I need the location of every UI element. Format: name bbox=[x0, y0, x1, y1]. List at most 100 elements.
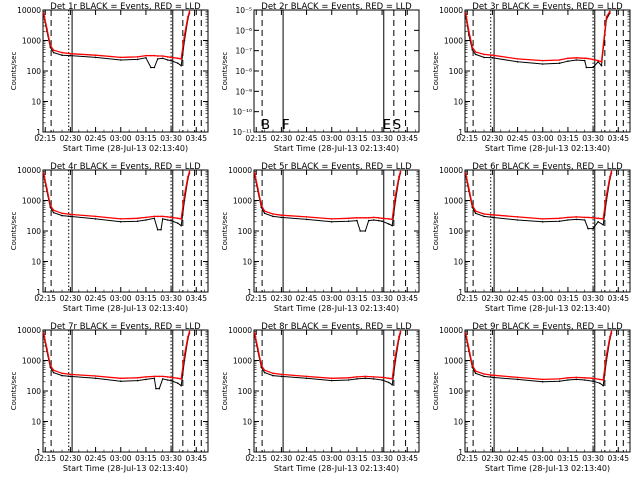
series-point-lld bbox=[471, 364, 474, 367]
y-tick-label: 1 bbox=[458, 128, 463, 137]
series-point-events bbox=[602, 224, 604, 226]
series-point-lld bbox=[61, 51, 63, 54]
series-point-lld bbox=[305, 375, 308, 378]
y-axis-label: Counts/sec bbox=[10, 52, 18, 91]
series-point-events bbox=[119, 59, 122, 61]
x-tick-label: 03:00 bbox=[321, 294, 343, 303]
y-tick-label: 10 bbox=[453, 418, 463, 427]
y-tick-label: 10⁻¹¹ bbox=[232, 128, 252, 137]
series-point-events bbox=[52, 51, 55, 54]
y-tick-label: 10000 bbox=[228, 326, 252, 335]
x-tick-label: 02:15 bbox=[456, 454, 478, 463]
series-point-events bbox=[602, 384, 604, 387]
y-tick-label: 100 bbox=[238, 227, 253, 236]
series-point-lld bbox=[359, 217, 362, 219]
x-axis-label: Start Time (28-Jul-13 02:13:40) bbox=[63, 464, 188, 473]
series-point-lld bbox=[177, 217, 179, 220]
series-point-lld bbox=[94, 54, 97, 56]
x-tick-label: 03:45 bbox=[396, 134, 418, 143]
series-point-lld bbox=[260, 364, 263, 367]
series-point-lld bbox=[609, 10, 611, 13]
series-point-lld bbox=[483, 213, 485, 215]
y-tick-label: 10⁻⁸ bbox=[235, 67, 252, 76]
series-point-events bbox=[180, 64, 182, 67]
x-tick-label: 02:15 bbox=[34, 454, 56, 463]
series-point-lld bbox=[605, 354, 608, 356]
series-point-events bbox=[541, 221, 544, 223]
x-tick-label: 02:45 bbox=[85, 454, 107, 463]
series-point-events bbox=[153, 377, 156, 380]
series-point-events bbox=[153, 217, 156, 220]
y-tick-label: 10⁻⁵ bbox=[235, 6, 252, 15]
series-point-events bbox=[583, 59, 586, 62]
series-point-lld bbox=[188, 330, 191, 333]
series-point-events bbox=[558, 380, 561, 383]
series-point-lld bbox=[391, 378, 394, 380]
y-tick-label: 10000 bbox=[228, 166, 252, 175]
series-point-events bbox=[583, 379, 586, 381]
x-tick-label: 02:30 bbox=[482, 294, 504, 303]
series-point-lld bbox=[516, 216, 519, 218]
series-point-events bbox=[474, 212, 477, 215]
series-point-lld bbox=[187, 176, 189, 178]
series-point-events bbox=[177, 382, 179, 385]
series-point-lld bbox=[153, 215, 156, 218]
series-point-lld bbox=[575, 57, 578, 59]
series-point-events bbox=[567, 219, 569, 221]
x-tick-label: 03:45 bbox=[396, 454, 418, 463]
series-point-lld bbox=[119, 56, 122, 59]
series-point-lld bbox=[483, 53, 485, 56]
series-point-lld bbox=[187, 15, 189, 18]
series-point-events bbox=[583, 219, 586, 221]
x-tick-label: 02:45 bbox=[507, 294, 529, 303]
y-tick-label: 10 bbox=[31, 98, 41, 107]
series-point-events bbox=[180, 224, 182, 227]
x-tick-label: 03:30 bbox=[582, 134, 604, 143]
detector-panel-6: Det 6r BLACK = Events, RED = LLD 1 10 100 10… bbox=[432, 162, 631, 313]
series-point-lld bbox=[464, 12, 467, 14]
y-tick-label: 10 bbox=[31, 418, 41, 427]
series-point-events bbox=[180, 384, 182, 387]
series-point-lld bbox=[280, 214, 283, 216]
series-point-events bbox=[61, 374, 63, 377]
series-point-events bbox=[381, 379, 383, 381]
series-point-events bbox=[359, 230, 362, 232]
series-point-lld bbox=[153, 54, 156, 57]
series-point-events bbox=[170, 59, 172, 62]
y-tick-label: 10000 bbox=[439, 166, 463, 175]
series-point-lld bbox=[592, 58, 594, 61]
x-tick-label: 03:00 bbox=[321, 134, 343, 143]
x-tick-label: 03:00 bbox=[110, 294, 132, 303]
series-point-events bbox=[587, 227, 589, 230]
series-point-lld bbox=[471, 46, 474, 49]
series-point-events bbox=[491, 216, 494, 219]
y-tick-label: 100 bbox=[27, 67, 42, 76]
series-point-lld bbox=[263, 210, 266, 212]
series-point-events bbox=[272, 374, 274, 377]
x-tick-label: 02:45 bbox=[296, 454, 318, 463]
x-axis-label: Start Time (28-Jul-13 02:13:40) bbox=[485, 144, 610, 153]
series-point-lld bbox=[69, 373, 72, 376]
series-line-lld bbox=[42, 171, 191, 220]
panel-title: Det 5r BLACK = Events, RED = LLD bbox=[261, 162, 412, 172]
x-tick-label: 02:15 bbox=[245, 294, 267, 303]
x-tick-label: 02:30 bbox=[60, 294, 82, 303]
series-point-lld bbox=[183, 354, 186, 356]
series-point-events bbox=[558, 220, 561, 222]
y-axis-label: Counts/sec bbox=[221, 372, 229, 411]
x-tick-label: 03:00 bbox=[532, 454, 554, 463]
y-tick-label: 1 bbox=[458, 448, 463, 457]
series-point-events bbox=[364, 230, 367, 232]
series-point-lld bbox=[364, 217, 367, 219]
series-point-events bbox=[280, 375, 283, 378]
series-point-events bbox=[166, 219, 169, 221]
series-point-lld bbox=[180, 378, 182, 380]
series-point-lld bbox=[464, 172, 467, 174]
x-tick-label: 02:30 bbox=[60, 134, 82, 143]
x-tick-label: 02:30 bbox=[271, 134, 293, 143]
series-point-events bbox=[280, 216, 283, 219]
series-point-lld bbox=[42, 12, 45, 14]
panel-title: Det 3r BLACK = Events, RED = LLD bbox=[472, 2, 623, 12]
series-point-lld bbox=[145, 376, 147, 378]
series-point-events bbox=[377, 219, 380, 222]
